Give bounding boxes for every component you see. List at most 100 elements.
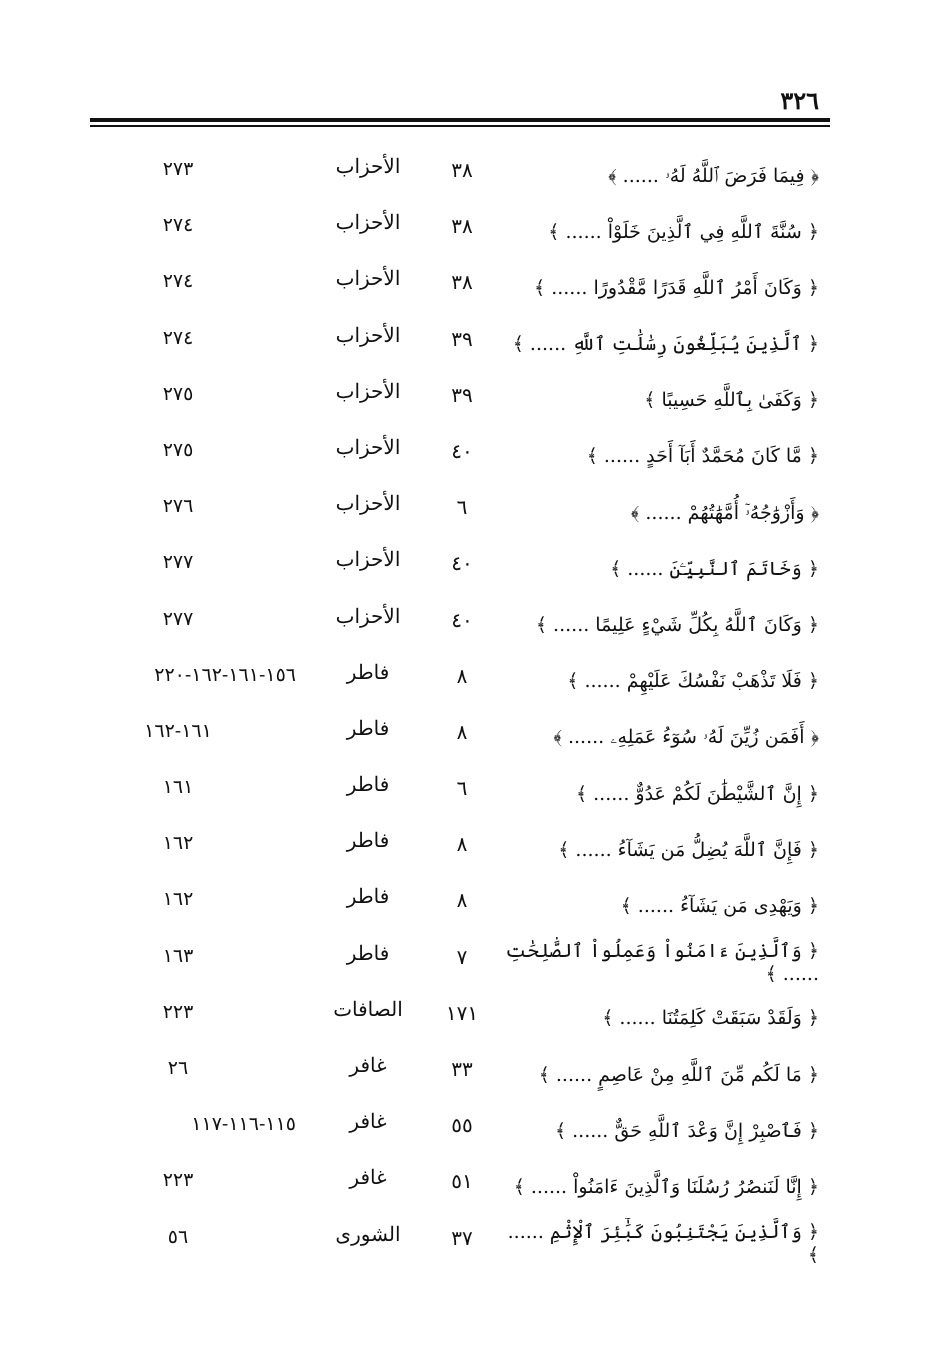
page-references: ١١٥-١١٦-١١٧ <box>191 1113 296 1136</box>
verse-text: ﴿ وَكَانَ أَمْرُ ٱللَّهِ قَدَرًا مَّقْدُ… <box>494 262 819 314</box>
page-references: ٢٧٤ <box>162 270 194 293</box>
page-references: ٢٢٣ <box>162 1000 194 1023</box>
ayah-number: ٦ <box>456 776 468 801</box>
surah-name: فاطر <box>346 884 390 909</box>
page-references: ١٦٢ <box>162 832 194 855</box>
surah-name: فاطر <box>346 940 390 965</box>
surah-name: الأحزاب <box>335 603 401 628</box>
table-row: ﴿ ٱلَّذِينَ يُبَلِّغُونَ رِسَٰلَٰتِ ٱللَ… <box>0 317 947 373</box>
verse-text: ﴿ وَٱلَّذِينَ يَجْتَنِبُونَ كَبَٰٓئِرَ ٱ… <box>494 1218 819 1270</box>
ayah-number: ٣٩ <box>451 382 473 407</box>
verse-text: ﴿ مَّا كَانَ مُحَمَّدٌ أَبَآ أَحَدٍ ....… <box>494 431 819 483</box>
page-references: ٢٧٧ <box>162 607 194 630</box>
verse-text-content: ﴿ فِيمَا فَرَضَ ٱللَّهُ لَهُۥ ...... ﴾ <box>608 164 819 187</box>
surah-name: فاطر <box>346 772 390 797</box>
verse-text-content: ﴿ فَٱصْبِرْ إِنَّ وَعْدَ ٱللَّهِ حَقٌّ .… <box>554 1119 819 1142</box>
table-row: ﴿ فَلَا تَذْهَبْ نَفْسُكَ عَلَيْهِمْ ...… <box>0 654 947 710</box>
surah-name: فاطر <box>346 659 390 684</box>
page-references: ٢٧٤ <box>162 326 194 349</box>
page-references: ٢٢٣ <box>162 1169 194 1192</box>
table-row: ﴿ مَّا كَانَ مُحَمَّدٌ أَبَآ أَحَدٍ ....… <box>0 429 947 485</box>
verse-text: ﴿ إِنَّ ٱلشَّيْطَٰنَ لَكُمْ عَدُوٌّ ....… <box>494 768 819 820</box>
header-rule-thick <box>90 118 830 122</box>
table-row: ﴿ وَكَفَىٰ بِٱللَّهِ حَسِيبًا ﴾ ٣٩ الأحزاب… <box>0 373 947 429</box>
ayah-number: ٣٣ <box>451 1057 473 1081</box>
ayah-number: ٥١ <box>451 1169 473 1194</box>
surah-name: الأحزاب <box>335 434 401 459</box>
table-row: ﴿ فَٱصْبِرْ إِنَّ وَعْدَ ٱللَّهِ حَقٌّ .… <box>0 1103 947 1159</box>
ayah-number: ٨ <box>456 888 468 913</box>
verse-text-content: ﴿ وَٱلَّذِينَ يَجْتَنِبُونَ كَبَٰٓئِرَ ٱ… <box>507 1220 819 1266</box>
ayah-number: ٤٠ <box>451 551 473 576</box>
table-row: ﴿ وَأَزْوَٰجُهُۥٓ أُمَّهَٰتُهُمْ ...... … <box>0 485 947 541</box>
verse-text-content: ﴿ وَخَاتَمَ ٱلنَّبِيِّـۧنَ ...... ﴾ <box>610 557 819 580</box>
surah-name: غافر <box>349 1165 387 1190</box>
surah-name: الأحزاب <box>335 491 401 516</box>
verse-text: ﴿ وَلَقَدْ سَبَقَتْ كَلِمَتُنَا ...... ﴾ <box>494 993 819 1045</box>
ayah-number: ٣٨ <box>451 214 473 239</box>
header-rule-thin <box>90 125 830 127</box>
table-row: ﴿ وَيَهْدِى مَن يَشَآءُ ...... ﴾ ٨ فاطر ١٦٢ <box>0 878 947 934</box>
page-references: ٢٧٥ <box>162 382 194 405</box>
page-references: ٢٧٧ <box>162 551 194 574</box>
ayah-number: ٨ <box>456 663 468 688</box>
verse-text-content: ﴿ وَلَقَدْ سَبَقَتْ كَلِمَتُنَا ...... ﴾ <box>602 1007 819 1030</box>
ayah-number: ٣٨ <box>451 270 473 295</box>
verse-text-content: ﴿ وَأَزْوَٰجُهُۥٓ أُمَّهَٰتُهُمْ ...... … <box>630 501 819 524</box>
page-references: ٢٧٦ <box>162 495 194 518</box>
surah-name: الأحزاب <box>335 322 401 347</box>
verse-text-content: ﴿ وَٱلَّذِينَ ءَامَنُواْ وَعَمِلُواْ ٱلص… <box>505 939 819 985</box>
page-references: ٢٧٤ <box>162 214 194 237</box>
verse-text-content: ﴿ فَلَا تَذْهَبْ نَفْسُكَ عَلَيْهِمْ ...… <box>567 670 819 693</box>
verse-text: ﴿ وَأَزْوَٰجُهُۥٓ أُمَّهَٰتُهُمْ ...... … <box>494 487 819 539</box>
table-row: ﴿ إِنَّا لَنَنصُرُ رُسُلَنَا وَٱلَّذِينَ… <box>0 1159 947 1215</box>
verse-text-content: ﴿ فَإِنَّ ٱللَّهَ يُضِلُّ مَن يَشَآءُ ..… <box>558 838 819 861</box>
ayah-number: ٧ <box>456 944 468 969</box>
verse-text-content: ﴿ وَكَانَ ٱللَّهُ بِكُلِّ شَيْءٍ عَلِيمً… <box>535 614 819 636</box>
verse-text: ﴿ وَكَانَ ٱللَّهُ بِكُلِّ شَيْءٍ عَلِيمً… <box>494 600 819 652</box>
verse-text: ﴿ وَكَفَىٰ بِٱللَّهِ حَسِيبًا ﴾ <box>494 375 819 427</box>
verse-text-content: ﴿ إِنَّا لَنَنصُرُ رُسُلَنَا وَٱلَّذِينَ… <box>513 1175 819 1198</box>
verse-text: ﴿ فَٱصْبِرْ إِنَّ وَعْدَ ٱللَّهِ حَقٌّ .… <box>494 1105 819 1157</box>
page-references: ١٥٦-١٦١-١٦٢-٢٢٠ <box>154 663 296 686</box>
verse-text: ﴿ ٱلَّذِينَ يُبَلِّغُونَ رِسَٰلَٰتِ ٱللَ… <box>494 319 819 371</box>
verse-text-content: ﴿ وَكَفَىٰ بِٱللَّهِ حَسِيبًا ﴾ <box>644 389 819 412</box>
ayah-number: ٤٠ <box>451 438 473 463</box>
verse-text: ﴿ وَيَهْدِى مَن يَشَآءُ ...... ﴾ <box>494 880 819 932</box>
page-references: ١٦١ <box>162 776 194 799</box>
verse-text: ﴿ مَا لَكُم مِّنَ ٱللَّهِ مِنْ عَاصِمٍ .… <box>494 1049 819 1101</box>
table-row: ﴿ فِيمَا فَرَضَ ٱللَّهُ لَهُۥ ...... ﴾ ٣٨… <box>0 148 947 204</box>
table-row: ﴿ أَفَمَن زُيِّنَ لَهُۥ سُوٓءُ عَمَلِهِۦ… <box>0 710 947 766</box>
ayah-number: ٦ <box>456 495 468 520</box>
ayah-number: ٣٨ <box>451 158 473 182</box>
page-references: ٢٦ <box>167 1057 189 1079</box>
ayah-number: ٨ <box>456 719 468 744</box>
ayah-number: ٣٩ <box>451 326 473 351</box>
page-references: ٥٦ <box>167 1225 189 1248</box>
index-table: ﴿ فِيمَا فَرَضَ ٱللَّهُ لَهُۥ ...... ﴾ ٣٨… <box>0 148 947 1272</box>
ayah-number: ٥٥ <box>451 1113 473 1138</box>
verse-text-content: ﴿ أَفَمَن زُيِّنَ لَهُۥ سُوٓءُ عَمَلِهِۦ… <box>553 726 820 749</box>
table-row: ﴿ وَخَاتَمَ ٱلنَّبِيِّـۧنَ ...... ﴾ ٤٠ الأ… <box>0 541 947 597</box>
surah-name: غافر <box>349 1109 387 1134</box>
verse-text-content: ﴿ وَكَانَ أَمْرُ ٱللَّهِ قَدَرًا مَّقْدُ… <box>534 276 819 299</box>
surah-name: فاطر <box>346 715 390 740</box>
ayah-number: ٤٠ <box>451 607 473 632</box>
table-row: ﴿ وَٱلَّذِينَ يَجْتَنِبُونَ كَبَٰٓئِرَ ٱ… <box>0 1216 947 1272</box>
table-row: ﴿ وَكَانَ ٱللَّهُ بِكُلِّ شَيْءٍ عَلِيمً… <box>0 598 947 654</box>
table-row: ﴿ وَكَانَ أَمْرُ ٱللَّهِ قَدَرًا مَّقْدُ… <box>0 260 947 316</box>
ayah-number: ١٧١ <box>445 1000 479 1025</box>
verse-text: ﴿ أَفَمَن زُيِّنَ لَهُۥ سُوٓءُ عَمَلِهِۦ… <box>494 712 820 764</box>
table-row: ﴿ وَلَقَدْ سَبَقَتْ كَلِمَتُنَا ...... ﴾… <box>0 991 947 1047</box>
ayah-number: ٨ <box>456 832 468 857</box>
page-references: ١٦١-١٦٢ <box>144 719 212 742</box>
page-number: ٣٢٦ <box>780 86 819 115</box>
surah-name: الأحزاب <box>335 266 401 291</box>
surah-name: الأحزاب <box>335 210 401 235</box>
verse-text-content: ﴿ وَيَهْدِى مَن يَشَآءُ ...... ﴾ <box>620 894 819 917</box>
verse-text: ﴿ إِنَّا لَنَنصُرُ رُسُلَنَا وَٱلَّذِينَ… <box>494 1161 819 1213</box>
surah-name: الأحزاب <box>335 547 401 572</box>
verse-text-content: ﴿ سُنَّةَ ٱللَّهِ فِي ٱلَّذِينَ خَلَوْاْ… <box>548 220 819 243</box>
verse-text: ﴿ وَٱلَّذِينَ ءَامَنُواْ وَعَمِلُواْ ٱلص… <box>494 937 819 989</box>
verse-text: ﴿ فَإِنَّ ٱللَّهَ يُضِلُّ مَن يَشَآءُ ..… <box>494 824 819 876</box>
